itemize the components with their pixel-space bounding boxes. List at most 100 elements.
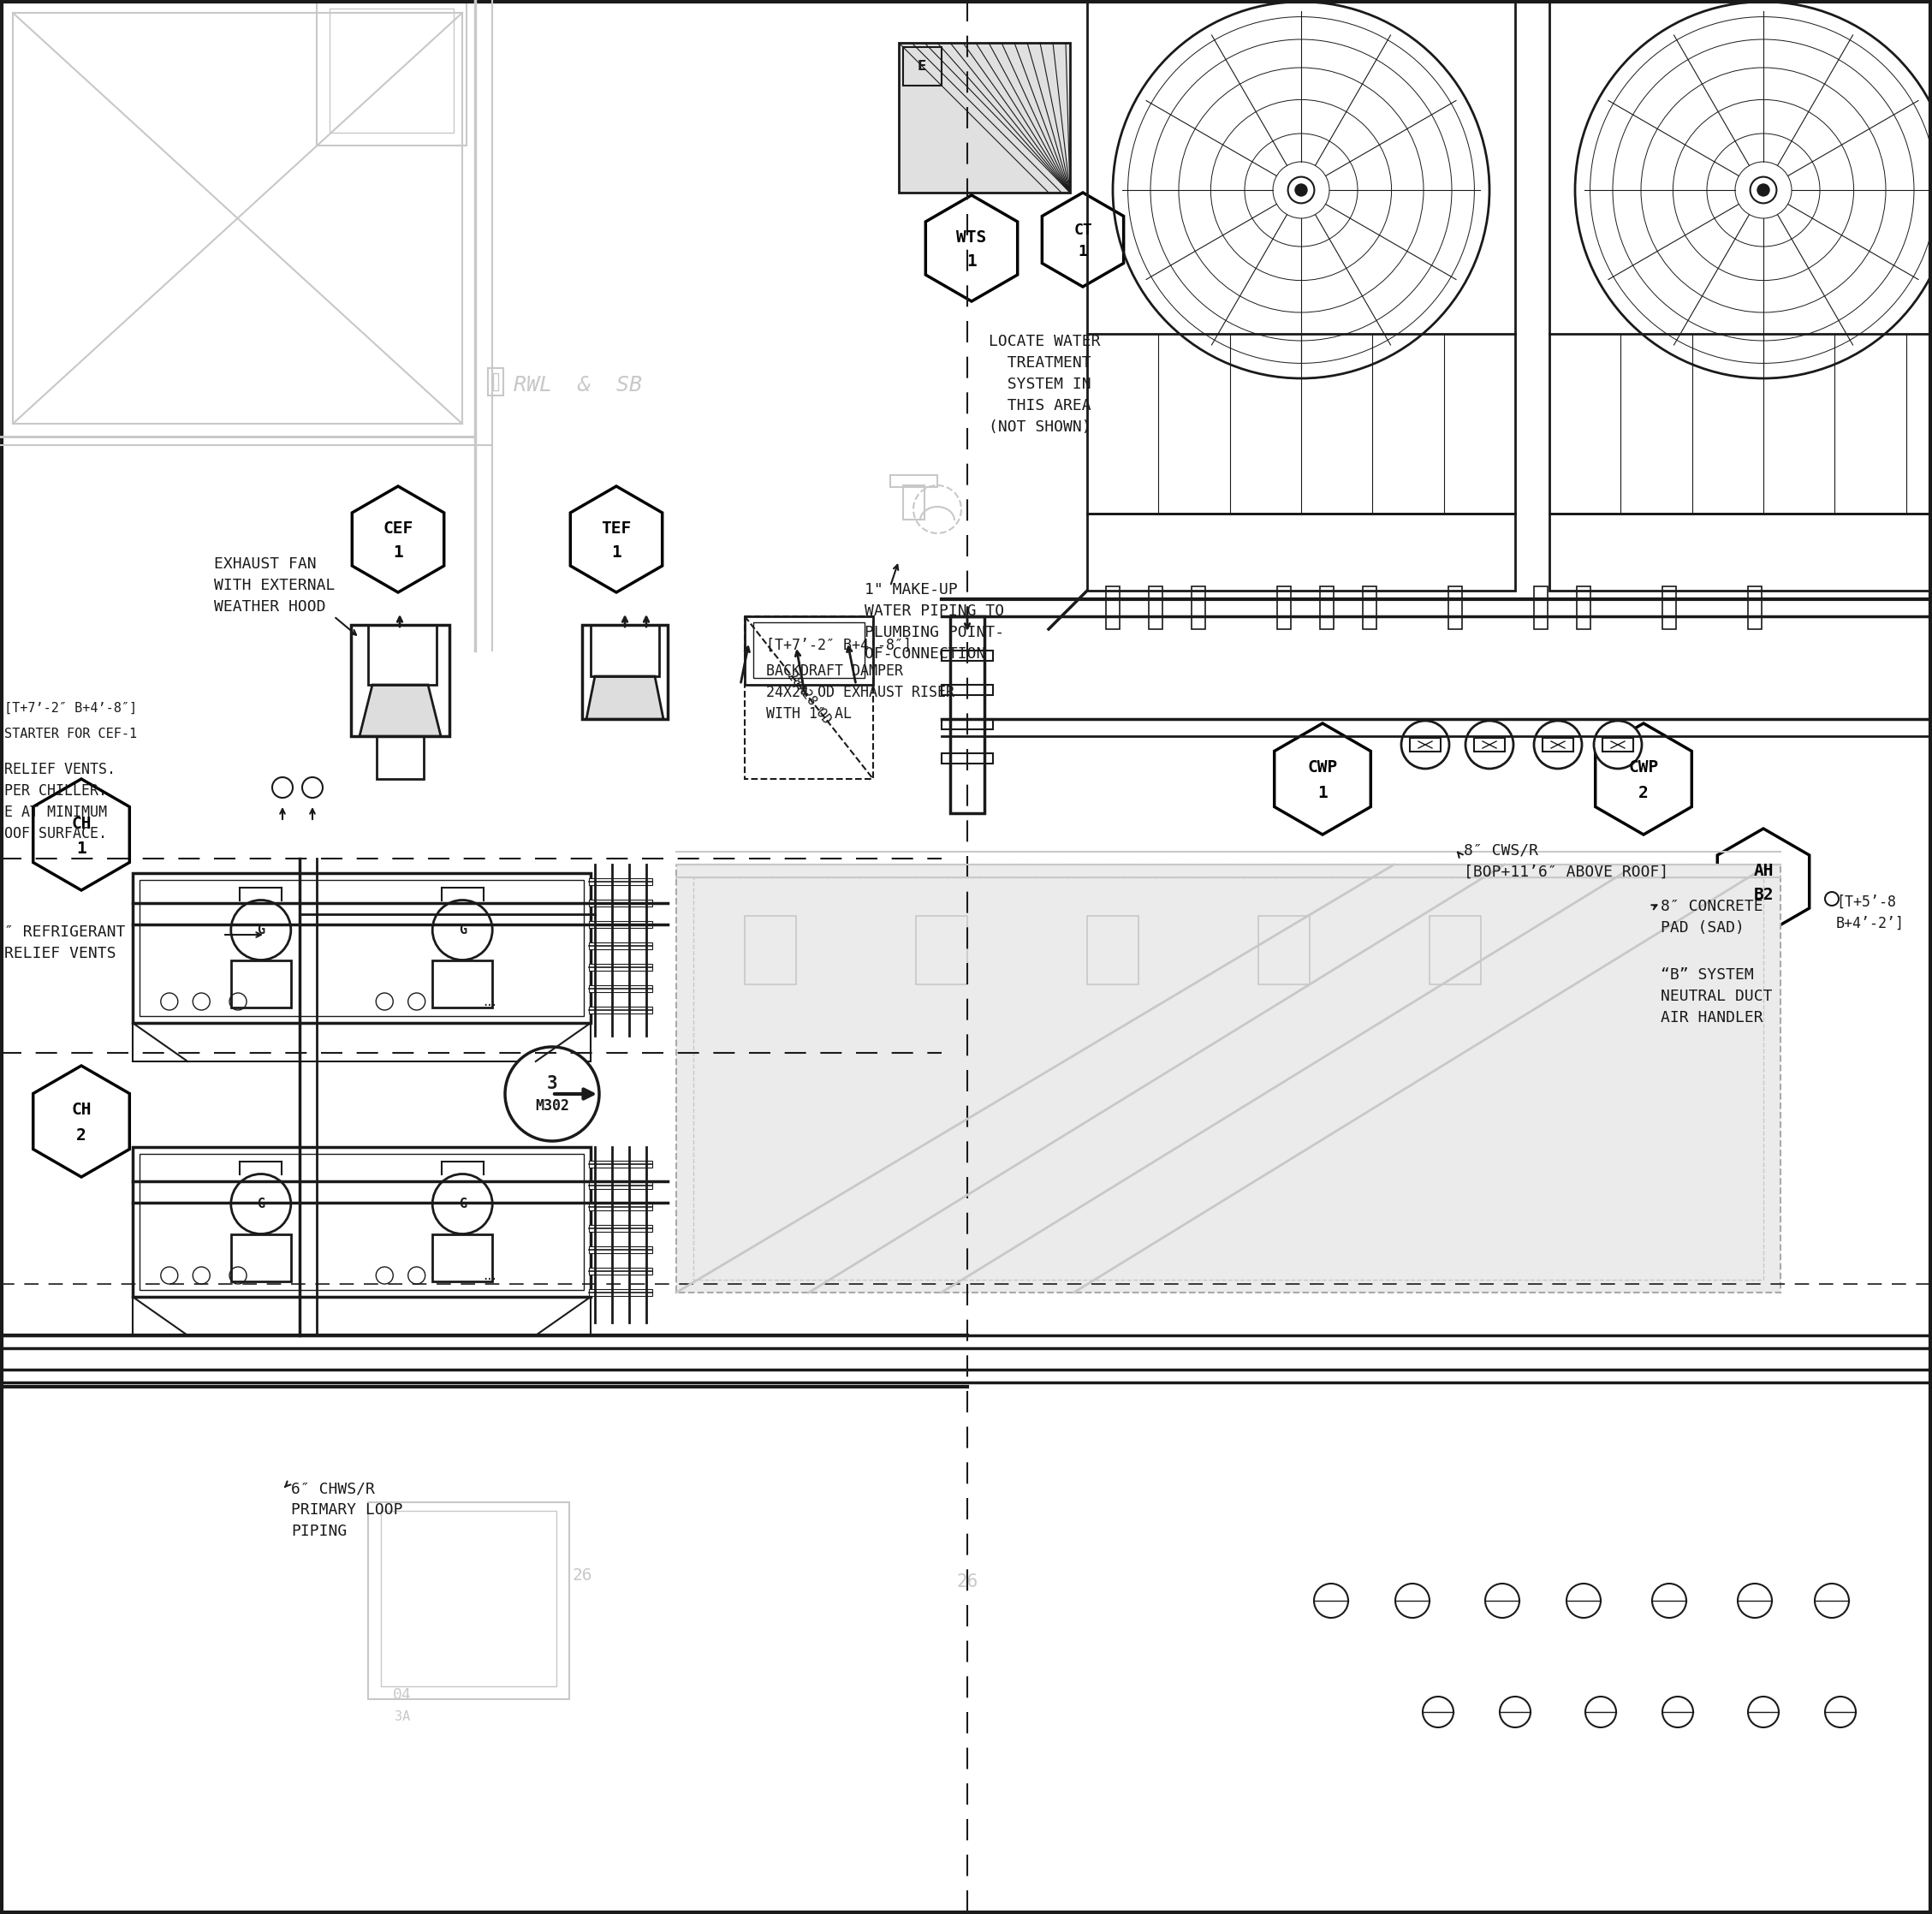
Bar <box>433 1235 493 1280</box>
Bar <box>1088 513 1515 591</box>
Text: [T+7’-2″ B+4’-8″]: [T+7’-2″ B+4’-8″] <box>4 702 137 714</box>
Bar <box>589 1246 653 1254</box>
Bar <box>369 1502 570 1700</box>
Circle shape <box>1750 176 1777 203</box>
Text: 8″ CONCRETE
PAD (SAD): 8″ CONCRETE PAD (SAD) <box>1662 900 1764 936</box>
Bar <box>589 1204 653 1210</box>
Text: E AT MINIMUM: E AT MINIMUM <box>4 804 106 819</box>
Bar <box>589 900 653 907</box>
Text: M302: M302 <box>535 1099 570 1114</box>
Text: 2: 2 <box>1638 785 1648 800</box>
Bar <box>1362 586 1376 630</box>
Bar <box>1577 586 1590 630</box>
Bar <box>744 616 873 779</box>
Circle shape <box>1534 722 1582 769</box>
Text: ″ REFRIGERANT
RELIEF VENTS: ″ REFRIGERANT RELIEF VENTS <box>4 924 126 961</box>
Bar <box>1474 739 1505 752</box>
Bar <box>1534 586 1548 630</box>
Text: [T+7’-2″ B+4’-8″]: [T+7’-2″ B+4’-8″] <box>767 637 912 653</box>
Bar <box>941 651 993 660</box>
Text: 8″ CWS/R
[BOP+11’6″ ABOVE ROOF]: 8″ CWS/R [BOP+11’6″ ABOVE ROOF] <box>1464 844 1669 880</box>
Bar <box>139 880 583 1016</box>
Circle shape <box>1466 722 1513 769</box>
Bar <box>133 1022 591 1062</box>
Text: 26: 26 <box>572 1568 591 1583</box>
Text: OOF SURFACE.: OOF SURFACE. <box>4 827 106 842</box>
Bar <box>1320 586 1333 630</box>
Text: CH: CH <box>71 815 91 831</box>
Text: 28x28 OD: 28x28 OD <box>784 670 833 725</box>
Bar <box>941 685 993 695</box>
Bar <box>589 879 653 884</box>
Bar <box>133 873 591 1022</box>
Bar <box>139 1154 583 1290</box>
Text: 3A: 3A <box>394 1709 410 1723</box>
Circle shape <box>1756 184 1770 197</box>
Bar <box>1192 586 1206 630</box>
Bar <box>898 42 1070 193</box>
Text: BACKDRAFT DAMPER
24X24 OD EXHAUST RISER
WITH 1″ AL: BACKDRAFT DAMPER 24X24 OD EXHAUST RISER … <box>767 664 954 722</box>
Bar <box>232 1235 292 1280</box>
Text: 26: 26 <box>956 1573 978 1591</box>
Text: 04: 04 <box>392 1686 412 1703</box>
Bar <box>232 961 292 1007</box>
Bar <box>916 917 968 984</box>
Text: 1: 1 <box>1318 785 1327 800</box>
Text: “B” SYSTEM
NEUTRAL DUCT
AIR HANDLER: “B” SYSTEM NEUTRAL DUCT AIR HANDLER <box>1662 967 1772 1026</box>
Text: RWL  &  SB: RWL & SB <box>514 375 641 396</box>
Text: G: G <box>257 1198 265 1210</box>
Bar <box>377 737 423 779</box>
Bar <box>1277 586 1291 630</box>
Polygon shape <box>359 685 440 737</box>
Bar <box>1748 586 1762 630</box>
Bar <box>133 1146 591 1298</box>
Text: TEF: TEF <box>601 521 632 536</box>
Bar <box>589 965 653 970</box>
Text: CH: CH <box>71 1102 91 1118</box>
Bar <box>1105 586 1121 630</box>
Text: CWP: CWP <box>1308 760 1337 775</box>
Bar <box>589 1225 653 1233</box>
Bar <box>369 624 437 685</box>
Text: B2: B2 <box>1754 886 1774 903</box>
Bar <box>1602 739 1633 752</box>
Bar <box>902 486 925 519</box>
Bar <box>941 720 993 729</box>
Bar <box>694 877 1764 1280</box>
Bar <box>489 367 504 396</box>
Text: 1: 1 <box>392 544 404 561</box>
Bar <box>582 624 668 720</box>
Text: STARTER FOR CEF-1: STARTER FOR CEF-1 <box>4 727 137 741</box>
Bar <box>1088 0 1515 513</box>
Text: ...: ... <box>483 1267 497 1282</box>
Text: CT: CT <box>1074 222 1092 237</box>
Bar <box>352 624 450 737</box>
Bar <box>1410 739 1441 752</box>
Bar <box>133 1298 591 1336</box>
Text: AH: AH <box>1754 863 1774 879</box>
Bar <box>493 373 498 390</box>
Text: G: G <box>257 924 265 936</box>
Circle shape <box>1594 722 1642 769</box>
Bar <box>1088 917 1138 984</box>
Text: WTS: WTS <box>956 230 987 245</box>
Text: CEF: CEF <box>383 521 413 536</box>
Bar <box>1549 513 1932 591</box>
Text: G: G <box>458 924 466 936</box>
Bar <box>951 616 985 813</box>
Bar <box>1258 917 1310 984</box>
Text: [T+5’-8
B+4’-2’]: [T+5’-8 B+4’-2’] <box>1835 894 1905 932</box>
Bar <box>744 917 796 984</box>
Text: CWP: CWP <box>1629 760 1658 775</box>
Bar <box>433 961 493 1007</box>
Bar <box>1449 586 1463 630</box>
Bar <box>1542 739 1573 752</box>
Bar <box>1662 586 1677 630</box>
Bar <box>589 921 653 928</box>
Text: 1" MAKE-UP
WATER PIPING TO
PLUMBING POINT-
OF-CONNECTION: 1" MAKE-UP WATER PIPING TO PLUMBING POIN… <box>864 582 1005 662</box>
Text: RELIEF VENTS.: RELIEF VENTS. <box>4 762 116 777</box>
Polygon shape <box>587 676 663 720</box>
Circle shape <box>1401 722 1449 769</box>
Bar <box>381 1510 556 1686</box>
Text: 1: 1 <box>75 840 87 857</box>
